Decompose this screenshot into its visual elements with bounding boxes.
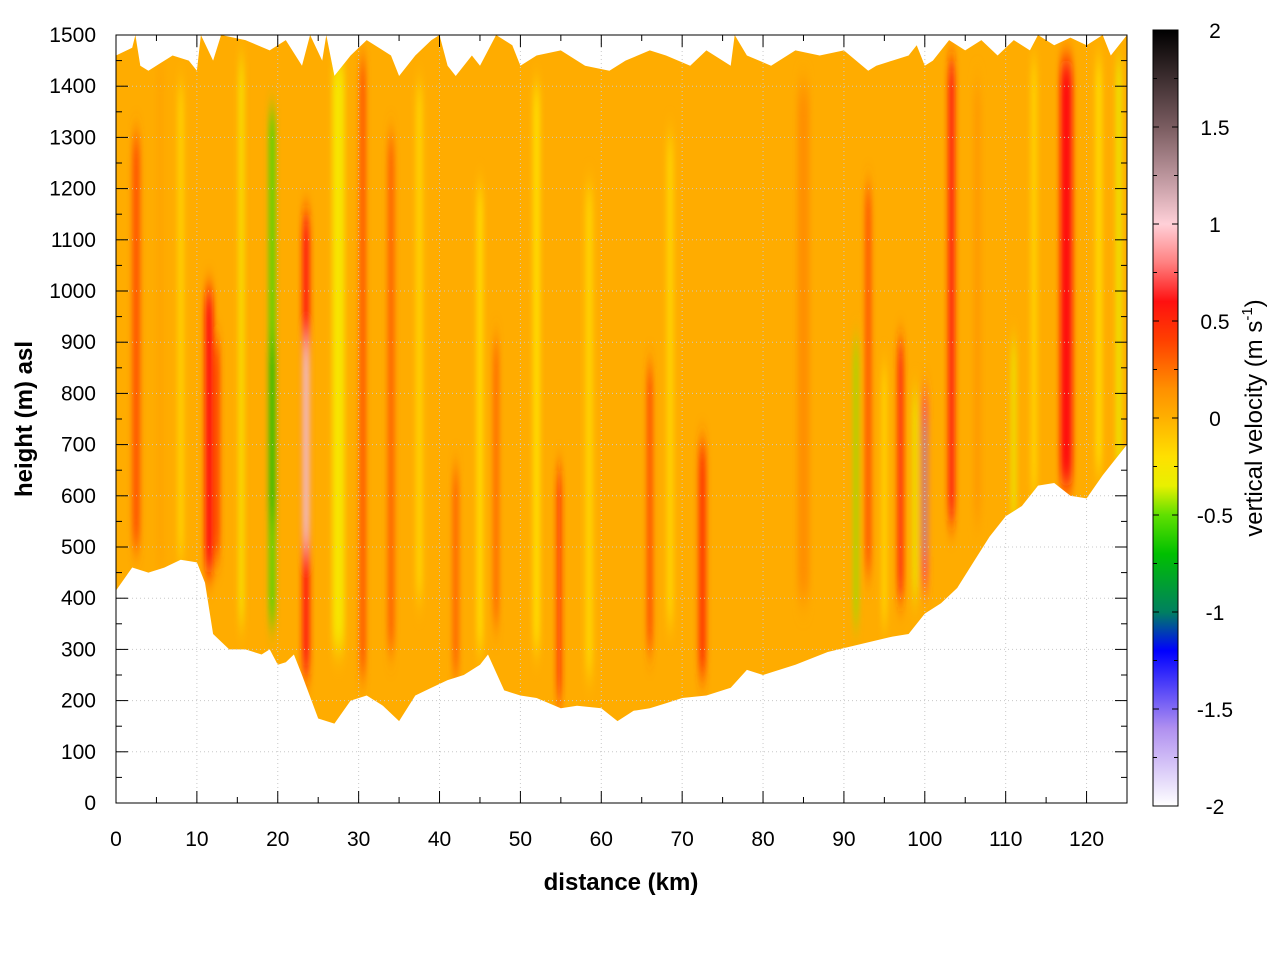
y-tick-label: 0 — [84, 792, 96, 815]
x-tick-label: 60 — [590, 828, 613, 851]
x-tick-label: 40 — [428, 828, 451, 851]
x-tick-label: 30 — [347, 828, 370, 851]
velocity-streak-5 — [238, 60, 244, 624]
velocity-streak-32 — [973, 86, 982, 522]
y-tick-label: 1200 — [49, 178, 96, 201]
y-tick-label: 1000 — [49, 280, 96, 303]
y-tick-label: 100 — [61, 741, 96, 764]
velocity-streak-3 — [205, 291, 214, 573]
colorbar-tick-label: -0.5 — [1197, 505, 1233, 528]
x-tick-label: 0 — [110, 828, 122, 851]
velocity-streak-13 — [416, 86, 423, 599]
colorbar-tick-label: 1.5 — [1200, 117, 1229, 140]
velocity-streak-2 — [177, 86, 184, 558]
colorbar-tick-label: -2 — [1206, 796, 1225, 819]
velocity-streak-4 — [214, 342, 220, 558]
velocity-streak-18 — [557, 470, 562, 701]
x-axis: 0 10 20 30 40 50 60 70 80 90 100 110 120 — [110, 35, 1104, 851]
velocity-streak-16 — [493, 342, 499, 624]
x-tick-label: 90 — [832, 828, 855, 851]
velocity-streak-23 — [797, 86, 810, 599]
colorbar-tick-label: 0.5 — [1200, 311, 1229, 334]
x-axis-label: distance (km) — [544, 869, 699, 896]
colorbar-tick-label: 2 — [1209, 20, 1221, 43]
velocity-streak-19 — [585, 188, 593, 675]
x-tick-label: 80 — [751, 828, 774, 851]
velocity-streak-7 — [269, 342, 275, 522]
x-tick-label: 110 — [989, 828, 1022, 851]
velocity-streak-24 — [854, 342, 858, 624]
velocity-streak-11 — [359, 60, 366, 676]
velocity-streak-22 — [698, 444, 706, 675]
velocity-streak-12 — [387, 137, 395, 650]
y-tick-label: 500 — [61, 536, 96, 559]
y-tick-label: 1500 — [49, 24, 96, 47]
colorbar-label-main: vertical velocity (m s — [1241, 321, 1268, 537]
velocity-streak-10 — [332, 60, 345, 650]
colorbar-label-superscript: -1 — [1239, 307, 1256, 320]
grid — [116, 35, 1127, 803]
velocity-streak-35 — [1060, 60, 1073, 486]
colorbar-label-close: ) — [1241, 299, 1268, 307]
velocity-streak-36 — [1095, 60, 1102, 471]
velocity-streak-1 — [156, 60, 165, 573]
velocity-streak-21 — [666, 137, 674, 624]
velocity-streak-15 — [477, 188, 483, 650]
x-tick-label: 100 — [907, 828, 942, 851]
velocity-streak-37 — [1116, 60, 1122, 471]
velocity-streak-20 — [647, 367, 653, 650]
colorbar-ticks: 2 1.5 1 0.5 0 -0.5 -1 -1.5 -2 — [1153, 20, 1233, 819]
velocity-streak-17 — [533, 86, 540, 650]
y-tick-label: 300 — [61, 638, 96, 661]
x-tick-label: 120 — [1069, 828, 1104, 851]
velocity-streak-25 — [865, 188, 872, 573]
y-tick-label: 700 — [61, 434, 96, 457]
velocity-streak-14 — [452, 470, 459, 675]
x-tick-label: 20 — [266, 828, 289, 851]
colorbar-label: vertical velocity (m s-1) — [1239, 299, 1268, 536]
velocity-field — [116, 35, 1127, 724]
velocity-streak-33 — [1011, 342, 1016, 522]
y-tick-label: 1400 — [49, 75, 96, 98]
y-tick-label: 1100 — [51, 229, 96, 252]
velocity-streak-34 — [1031, 60, 1037, 496]
colorbar-tick-label: -1 — [1206, 602, 1225, 625]
x-tick-label: 70 — [670, 828, 693, 851]
y-axis-label: height (m) asl — [11, 341, 38, 497]
colorbar-tick-label: 1 — [1209, 214, 1221, 237]
y-tick-label: 400 — [61, 587, 96, 610]
y-tick-label: 200 — [61, 690, 96, 713]
x-tick-label: 50 — [509, 828, 532, 851]
y-tick-label: 800 — [61, 382, 96, 405]
y-tick-label: 600 — [61, 485, 96, 508]
velocity-streak-27 — [897, 342, 904, 599]
y-tick-label: 1300 — [49, 126, 96, 149]
y-axis: 0 100 200 300 400 500 600 700 800 900 1000 1100 1200… — [49, 24, 1127, 815]
colorbar-tick-label: 0 — [1209, 408, 1221, 431]
velocity-streak-31 — [948, 60, 955, 522]
velocity-streak-30 — [922, 419, 927, 558]
x-tick-label: 10 — [185, 828, 208, 851]
y-tick-label: 900 — [61, 331, 96, 354]
colorbar-tick-label: -1.5 — [1197, 699, 1233, 722]
